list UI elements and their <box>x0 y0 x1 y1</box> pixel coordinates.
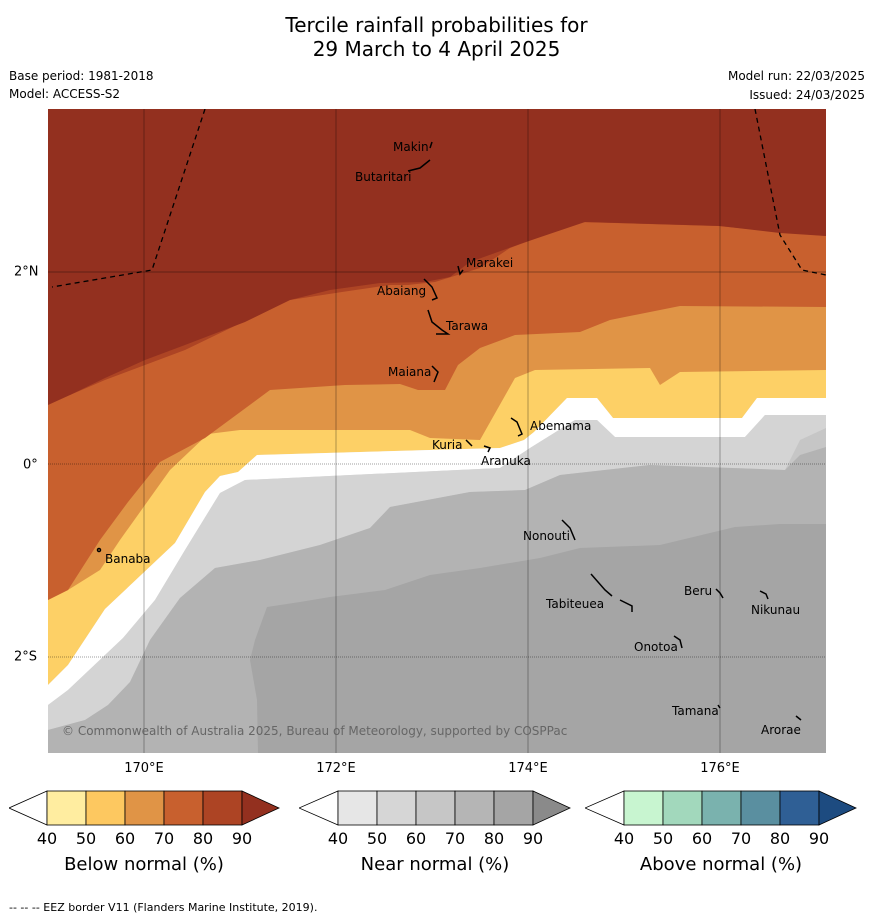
island-label-aranuka: Aranuka <box>481 454 531 468</box>
colorbar-tick: 70 <box>730 829 752 848</box>
base-period: Base period: 1981-2018 <box>9 69 154 83</box>
x-tick-label: 170°E <box>124 761 164 776</box>
x-tick-label: 172°E <box>316 761 356 776</box>
island-label-arorae: Arorae <box>761 723 801 737</box>
colorbar-tick: 60 <box>114 829 136 848</box>
colorbar-tick: 80 <box>769 829 791 848</box>
y-tick-label: 0° <box>23 457 38 473</box>
colorbar-tick: 90 <box>808 829 830 848</box>
colorbar-above-normal <box>585 790 857 826</box>
island-label-maiana: Maiana <box>388 365 432 379</box>
colorbar-tick: 50 <box>652 829 674 848</box>
region-near-gap <box>48 398 826 705</box>
island-label-nonouti: Nonouti <box>523 529 570 543</box>
colorbar-tick: 80 <box>483 829 505 848</box>
y-tick-label: 2°S <box>14 649 38 665</box>
colorbar-swatch <box>493 790 534 826</box>
eez-border <box>51 109 826 288</box>
colorbar-title-above: Above normal (%) <box>639 854 803 875</box>
colorbar-swatch <box>163 790 204 826</box>
island-outlines <box>96 141 802 721</box>
island-label-kuria: Kuria <box>432 438 463 452</box>
colorbar-tick: 80 <box>192 829 214 848</box>
colorbar-swatch <box>701 790 742 826</box>
eez-footnote: -- -- -- EEZ border V11 (Flanders Marine… <box>9 901 318 914</box>
region-below-90 <box>48 109 826 405</box>
island-label-abaiang: Abaiang <box>377 284 427 298</box>
colorbar-swatch <box>740 790 781 826</box>
colorbar-tick: 40 <box>36 829 58 848</box>
y-tick-label: 2°N <box>14 264 39 280</box>
colorbar-tick: 90 <box>522 829 544 848</box>
issued-date: Issued: 24/03/2025 <box>749 88 865 102</box>
island-label-abemama: Abemama <box>530 419 592 433</box>
model-run: Model run: 22/03/2025 <box>727 69 865 83</box>
map-title-line1: Tercile rainfall probabilities for <box>285 13 588 37</box>
island-label-nikunau: Nikunau <box>751 603 801 617</box>
colorbar-swatch <box>124 790 165 826</box>
island-label-beru: Beru <box>684 584 713 598</box>
island-label-tamana: Tamana <box>672 704 719 718</box>
island-label-onotoa: Onotoa <box>634 640 678 654</box>
colorbar-tick: 90 <box>231 829 253 848</box>
island-label-tabiteuea: Tabiteuea <box>546 597 605 611</box>
colorbar-tick: 70 <box>153 829 175 848</box>
colorbar-swatch <box>454 790 495 826</box>
colorbar-tick: 60 <box>691 829 713 848</box>
colorbar-swatch <box>337 790 378 826</box>
colorbar-title-below: Below normal (%) <box>64 854 224 875</box>
colorbar-swatch <box>779 790 820 826</box>
colorbar-swatch <box>376 790 417 826</box>
colorbar-swatch <box>85 790 126 826</box>
map-title-line2: 29 March to 4 April 2025 <box>312 37 561 61</box>
island-label-tarawa: Tarawa <box>446 319 489 333</box>
colorbar-tick: 50 <box>366 829 388 848</box>
region-near-80 <box>250 524 826 753</box>
colorbar-below-normal <box>9 790 280 826</box>
island-label-makin: Makin <box>393 140 429 154</box>
island-label-butaritari: Butaritari <box>355 170 412 184</box>
colorbar-tick: 40 <box>613 829 635 848</box>
model-name: Model: ACCESS-S2 <box>9 87 121 101</box>
copyright-notice: © Commonwealth of Australia 2025, Bureau… <box>62 724 568 738</box>
island-label-banaba: Banaba <box>105 552 151 566</box>
colorbar-tick: 50 <box>75 829 97 848</box>
colorbar-swatch <box>415 790 456 826</box>
colorbar-title-near: Near normal (%) <box>360 854 510 875</box>
colorbar-swatch <box>202 790 243 826</box>
x-tick-label: 176°E <box>700 761 740 776</box>
x-tick-label: 174°E <box>508 761 548 776</box>
colorbar-swatch <box>662 790 703 826</box>
island-label-marakei: Marakei <box>466 256 514 270</box>
colorbar-tick: 60 <box>405 829 427 848</box>
colorbar-swatch <box>46 790 87 826</box>
colorbar-swatch <box>623 790 664 826</box>
colorbar-near-normal <box>299 790 571 826</box>
colorbar-tick: 70 <box>444 829 466 848</box>
colorbar-tick: 40 <box>327 829 349 848</box>
